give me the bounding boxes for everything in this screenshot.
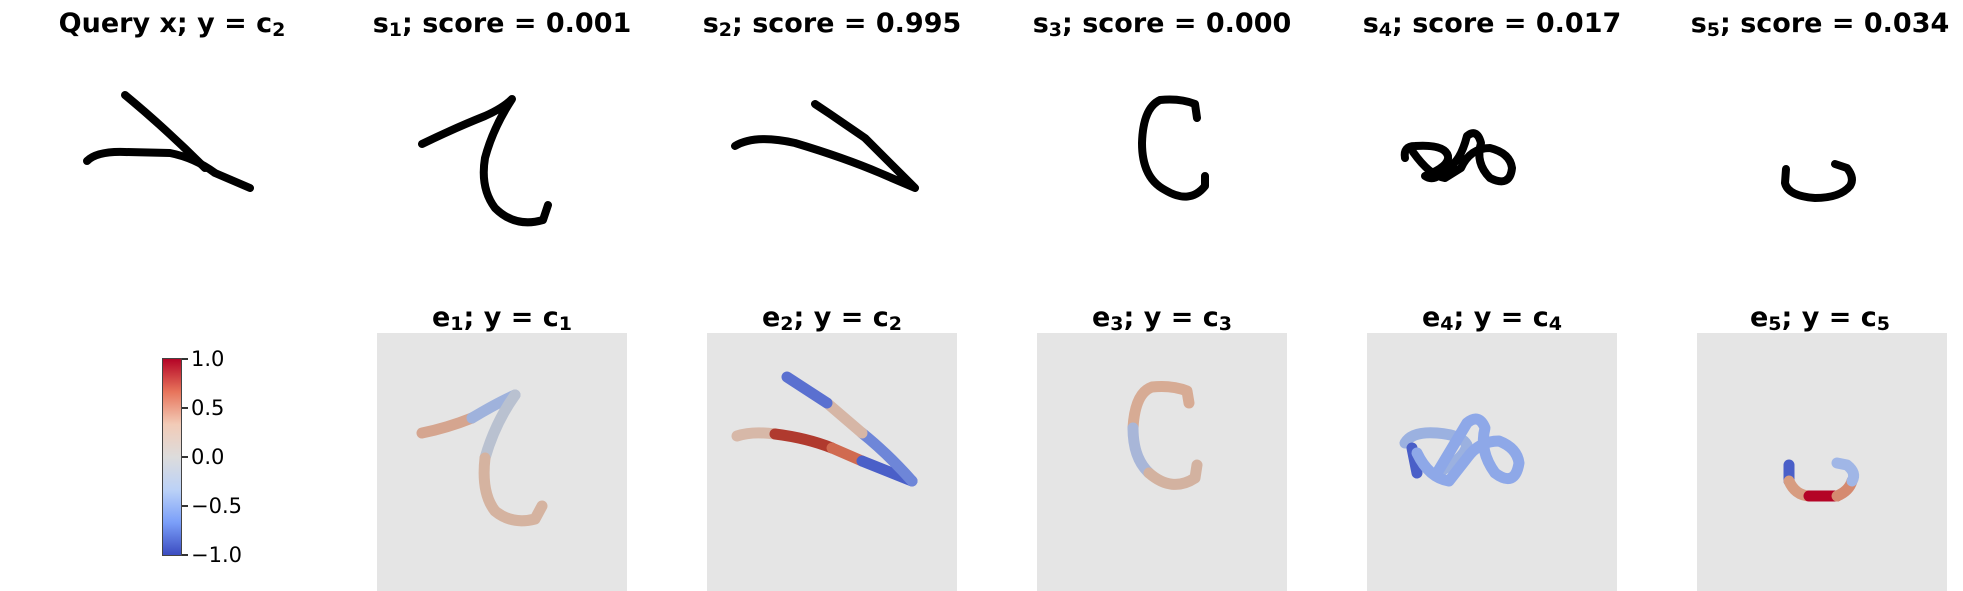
sample-5-glyph xyxy=(1705,68,1955,258)
explanation-1-title: e1; y = c1 xyxy=(432,298,572,338)
sample-2-title: s2; score = 0.995 xyxy=(703,4,962,44)
explanation-5-heatmap xyxy=(1697,333,1947,591)
sample-4-title: s4; score = 0.017 xyxy=(1363,4,1622,44)
sample-4-glyph xyxy=(1375,68,1625,258)
explanation-3-heatmap xyxy=(1037,333,1287,591)
explanation-4-heatmap xyxy=(1367,333,1617,591)
explanation-2-heatmap xyxy=(707,333,957,591)
explanation-1-heatmap xyxy=(377,333,627,591)
sample-5-title: s5; score = 0.034 xyxy=(1691,4,1950,44)
colorbar xyxy=(162,358,182,556)
sample-2-glyph xyxy=(715,68,965,258)
explanation-2-title: e2; y = c2 xyxy=(762,298,902,338)
sample-1-glyph xyxy=(385,68,635,258)
sample-3-glyph xyxy=(1045,68,1295,258)
query-glyph xyxy=(55,68,305,258)
sample-3-title: s3; score = 0.000 xyxy=(1033,4,1292,44)
explanation-4-title: e4; y = c4 xyxy=(1422,298,1562,338)
query-title: Query x; y = c2 xyxy=(59,4,286,44)
explanation-5-title: e5; y = c5 xyxy=(1750,298,1890,338)
sample-1-title: s1; score = 0.001 xyxy=(373,4,632,44)
explanation-3-title: e3; y = c3 xyxy=(1092,298,1232,338)
